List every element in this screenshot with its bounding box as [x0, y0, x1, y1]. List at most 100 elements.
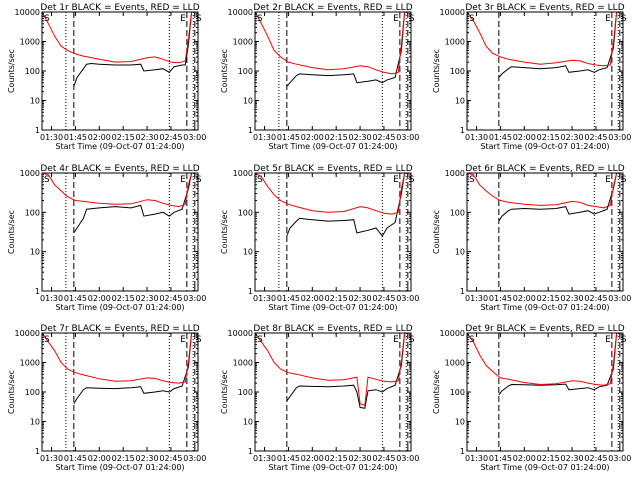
y-tick-label: 1000 — [445, 359, 465, 368]
x-tick-label: 02:30 — [349, 294, 372, 303]
x-tick-label: 03:00 — [396, 454, 419, 463]
marker-label: E — [393, 14, 399, 24]
marker-label: E — [605, 14, 611, 24]
plot-frame — [41, 11, 199, 131]
chart-title: Det 7r BLACK = Events, RED = LLD — [40, 324, 199, 334]
x-tick-label: 02:00 — [88, 294, 111, 303]
y-tick-label: 10 — [243, 418, 253, 427]
y-tick-label: 1 — [248, 287, 253, 296]
plot-frame — [41, 332, 199, 452]
x-tick-label: 02:45 — [159, 294, 182, 303]
x-tick-label: 01:30 — [40, 454, 63, 463]
lld-series-line — [255, 173, 408, 215]
marker-label: S — [257, 175, 263, 185]
y-tick-label: 10000 — [228, 8, 253, 17]
y-tick-label: 1 — [35, 287, 40, 296]
events-series-line — [498, 173, 618, 222]
x-tick-label: 02:15 — [325, 133, 348, 142]
marker-label: E — [180, 14, 186, 24]
y-axis-label: Counts/sec — [7, 370, 16, 414]
x-axis-label: Start Time (09-Oct-07 01:24:00) — [55, 142, 184, 151]
x-tick-label: 01:45 — [277, 294, 300, 303]
y-tick-label: 1000 — [233, 38, 253, 47]
plot-frame — [466, 332, 624, 452]
x-tick-label: 01:45 — [489, 454, 512, 463]
y-axis-label: Counts/sec — [432, 49, 441, 93]
y-axis-label: Counts/sec — [7, 49, 16, 93]
x-axis-label: Start Time (09-Oct-07 01:24:00) — [268, 142, 397, 151]
plot-area — [467, 333, 621, 451]
lld-series-line — [42, 173, 195, 208]
x-tick-label: 02:00 — [301, 133, 324, 142]
lld-series-line — [467, 173, 620, 209]
x-tick-label: 02:45 — [372, 294, 395, 303]
chart-title: Det 6r BLACK = Events, RED = LLD — [465, 164, 624, 174]
lld-series-line — [42, 333, 195, 384]
x-tick-label: 02:30 — [349, 133, 372, 142]
chart-title: Det 1r BLACK = Events, RED = LLD — [40, 3, 199, 13]
x-tick-label: 02:00 — [513, 294, 536, 303]
y-tick-label: 10000 — [228, 329, 253, 338]
y-tick-label: 10 — [455, 418, 465, 427]
marker-label: S — [469, 14, 475, 24]
marker-label: S — [196, 335, 202, 345]
plot-area — [255, 173, 409, 291]
plot-frame — [254, 11, 412, 131]
marker-label: E — [393, 335, 399, 345]
y-tick-label: 10000 — [440, 329, 465, 338]
y-tick-label: 1000 — [233, 359, 253, 368]
x-tick-label: 03:00 — [396, 133, 419, 142]
x-tick-label: 01:30 — [465, 454, 488, 463]
marker-label: S — [409, 14, 415, 24]
x-tick-label: 02:15 — [537, 133, 560, 142]
plot-area — [255, 333, 409, 451]
x-tick-label: 02:15 — [112, 133, 135, 142]
y-axis-label: Counts/sec — [432, 370, 441, 414]
y-tick-label: 100 — [238, 388, 253, 397]
x-tick-label: 02:15 — [325, 294, 348, 303]
x-tick-label: 01:30 — [465, 133, 488, 142]
plot-frame — [466, 11, 624, 131]
x-tick-label: 03:00 — [396, 294, 419, 303]
marker-label: S — [621, 14, 627, 24]
y-tick-label: 10000 — [15, 329, 40, 338]
plot-area — [467, 173, 621, 291]
marker-label: E — [393, 175, 399, 185]
y-tick-label: 100 — [25, 388, 40, 397]
x-tick-label: 02:45 — [584, 133, 607, 142]
lld-series-line — [42, 12, 195, 64]
plot-frame — [254, 172, 412, 292]
y-tick-label: 1000 — [233, 169, 253, 178]
plot-area — [467, 12, 621, 130]
x-tick-label: 02:15 — [112, 454, 135, 463]
y-tick-label: 10 — [30, 97, 40, 106]
plot-area — [42, 12, 196, 130]
y-tick-label: 1 — [460, 447, 465, 456]
x-tick-label: 02:30 — [561, 454, 584, 463]
plot-frame — [466, 172, 624, 292]
x-tick-label: 02:30 — [561, 133, 584, 142]
y-tick-label: 10 — [243, 248, 253, 257]
marker-label: S — [257, 335, 263, 345]
x-axis-label: Start Time (09-Oct-07 01:24:00) — [480, 142, 609, 151]
x-tick-label: 03:00 — [608, 133, 631, 142]
y-tick-label: 1000 — [20, 359, 40, 368]
x-tick-label: 01:45 — [277, 133, 300, 142]
events-series-line — [73, 12, 193, 87]
marker-label: E — [180, 335, 186, 345]
x-tick-label: 02:45 — [584, 454, 607, 463]
marker-label: S — [44, 14, 50, 24]
x-axis-label: Start Time (09-Oct-07 01:24:00) — [55, 303, 184, 312]
y-tick-label: 1 — [35, 126, 40, 135]
marker-label: S — [409, 175, 415, 185]
marker-label: S — [196, 175, 202, 185]
x-axis-label: Start Time (09-Oct-07 01:24:00) — [480, 303, 609, 312]
lld-series-line — [467, 12, 620, 67]
events-series-line — [73, 173, 193, 234]
x-tick-label: 01:45 — [489, 294, 512, 303]
marker-label: S — [257, 14, 263, 24]
